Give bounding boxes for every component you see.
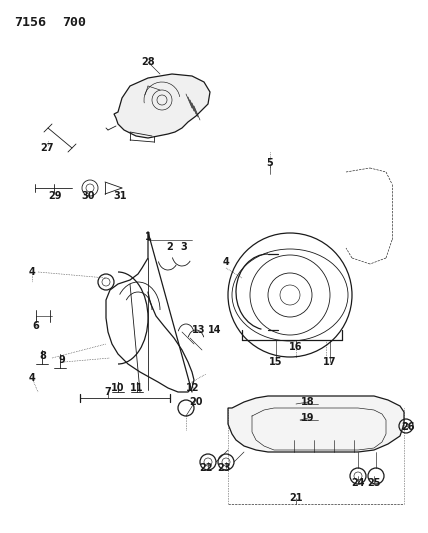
- Text: 27: 27: [40, 143, 54, 153]
- Text: 1: 1: [145, 232, 152, 242]
- Text: 6: 6: [33, 321, 39, 331]
- Text: 7156: 7156: [14, 16, 46, 29]
- Polygon shape: [114, 74, 210, 138]
- Text: 3: 3: [181, 242, 187, 252]
- Text: 28: 28: [141, 57, 155, 67]
- Text: 4: 4: [29, 373, 36, 383]
- Text: 17: 17: [323, 357, 337, 367]
- Text: 700: 700: [62, 16, 86, 29]
- Text: 10: 10: [111, 383, 125, 393]
- Text: 19: 19: [301, 413, 315, 423]
- Text: 31: 31: [113, 191, 127, 201]
- Text: 22: 22: [199, 463, 213, 473]
- Text: 23: 23: [217, 463, 231, 473]
- Polygon shape: [228, 396, 404, 452]
- Text: 24: 24: [351, 478, 365, 488]
- Text: 14: 14: [208, 325, 222, 335]
- Text: 8: 8: [39, 351, 46, 361]
- Text: 20: 20: [189, 397, 203, 407]
- Text: 18: 18: [301, 397, 315, 407]
- Text: 26: 26: [401, 422, 415, 432]
- Text: 4: 4: [29, 267, 36, 277]
- Text: 9: 9: [59, 355, 65, 365]
- Text: 29: 29: [48, 191, 62, 201]
- Text: 12: 12: [186, 383, 200, 393]
- Text: 21: 21: [289, 493, 303, 503]
- Text: 5: 5: [267, 158, 273, 168]
- Text: 16: 16: [289, 342, 303, 352]
- Text: 11: 11: [130, 383, 144, 393]
- Text: 25: 25: [367, 478, 381, 488]
- Text: 13: 13: [192, 325, 206, 335]
- Text: 30: 30: [81, 191, 95, 201]
- Text: 7: 7: [104, 387, 111, 397]
- Text: 15: 15: [269, 357, 283, 367]
- Text: 4: 4: [223, 257, 229, 267]
- Text: 2: 2: [166, 242, 173, 252]
